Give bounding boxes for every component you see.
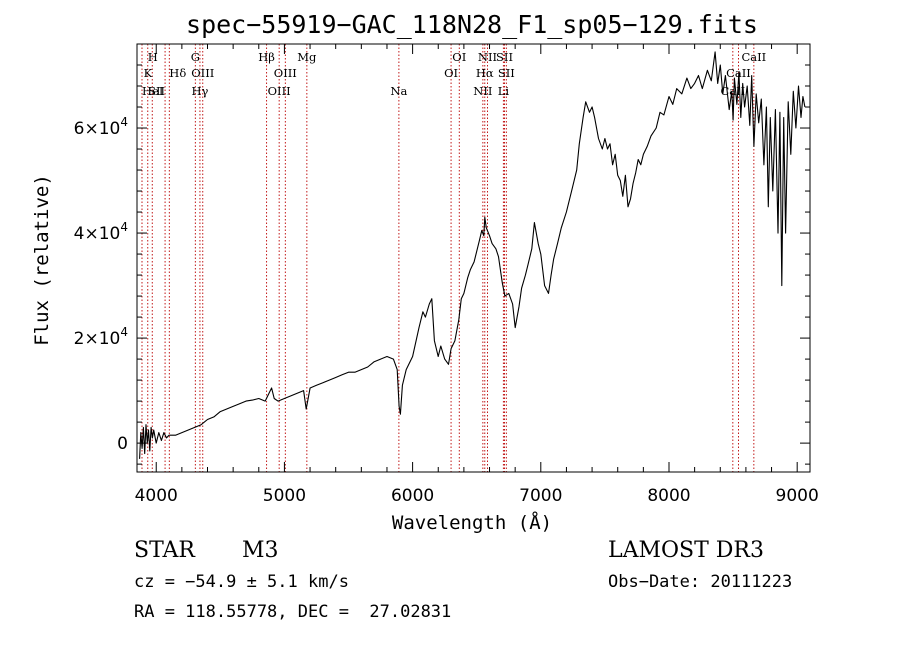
line-marker-label-4: Hδ [169,66,186,80]
line-marker-labels: HKHeISIIHδGOIIIHγHβOIIIOIIIMgNaOIOINIINI… [142,50,766,98]
y-tick-label-1: 2×104 [74,325,128,349]
x-axis-ticks: 4000 5000 6000 7000 8000 9000 [135,44,819,506]
x-tick-label-5: 9000 [776,486,819,506]
y-tick-mantissa-1: 2×10 [74,329,121,349]
object-subclass: M3 [242,538,279,563]
y-tick-exponent-1: 4 [120,325,128,339]
plot-frame [136,43,811,473]
y-tick-exponent-2: 4 [120,220,128,234]
x-tick-label-2: 6000 [391,486,434,506]
line-markers [141,44,755,472]
line-marker-label-10: OIII [274,66,297,80]
y-tick-mantissa-3: 6×10 [74,119,121,139]
line-marker-label-6: OIII [191,66,214,80]
spectrum-series [139,51,806,459]
line-marker-label-18: SII [496,50,513,64]
line-marker-label-16: NII [478,50,497,64]
line-marker-label-17: Hα [476,66,494,80]
y-tick-exponent-3: 4 [120,115,128,129]
line-marker-label-20: Li [498,84,510,98]
line-marker-label-5: G [191,50,200,64]
survey-name: LAMOST DR3 [608,538,764,563]
chart-title: spec−55919−GAC_118N28_F1_sp05−129.fits [186,10,758,39]
x-tick-label-0: 4000 [135,486,178,506]
x-axis-label: Wavelength (Å) [392,511,552,534]
line-marker-label-3: SII [148,84,165,98]
line-marker-label-0: H [148,50,158,64]
y-tick-label-0: 0 [117,434,128,454]
y-tick-label-3: 6×104 [74,115,128,139]
coordinates-readout: RA = 118.55778, DEC = 27.02831 [134,602,452,622]
line-marker-label-8: Hβ [258,50,275,64]
object-class: STAR [134,538,195,563]
x-tick-label-3: 7000 [519,486,562,506]
x-tick-label-4: 8000 [647,486,690,506]
line-marker-label-7: Hγ [191,84,208,98]
x-tick-label-1: 5000 [263,486,306,506]
y-tick-mantissa-0: 0 [117,434,128,454]
line-marker-label-23: CaII [741,50,766,64]
series-line-spectrum [139,51,806,459]
line-marker-label-13: OI [444,66,458,80]
redshift-readout: cz = −54.9 ± 5.1 km/s [134,572,349,592]
y-axis-label: Flux (relative) [31,174,53,346]
line-marker-label-1: K [144,66,153,80]
line-marker-label-14: OI [452,50,466,64]
y-tick-label-2: 4×104 [74,220,128,244]
line-marker-label-12: Na [390,84,407,98]
line-marker-label-2: HeI [142,84,163,98]
line-marker-label-15: NII [473,84,492,98]
observation-date: Obs−Date: 20111223 [608,572,793,592]
line-marker-label-19: SII [498,66,515,80]
y-tick-mantissa-2: 4×10 [74,224,121,244]
line-marker-label-9: OIII [268,84,291,98]
line-marker-label-11: Mg [297,50,317,64]
